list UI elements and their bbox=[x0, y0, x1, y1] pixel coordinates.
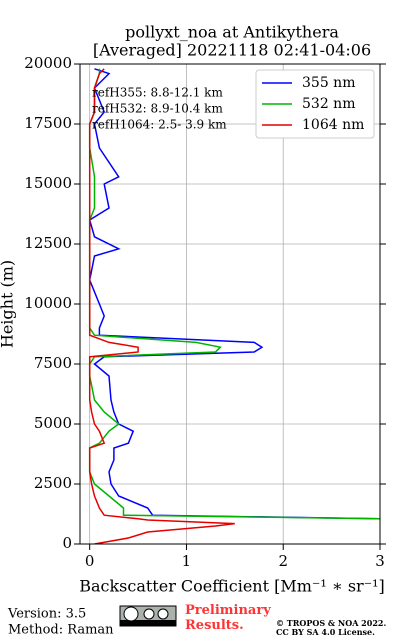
x-tick-label: 0 bbox=[85, 552, 95, 570]
legend-label: 355 nm bbox=[302, 75, 355, 91]
y-tick-label: 5000 bbox=[34, 414, 72, 432]
profile-line bbox=[88, 68, 235, 544]
y-tick-label: 20000 bbox=[24, 54, 72, 72]
version: Version: 3.5 bbox=[7, 607, 86, 622]
chart-title: pollyxt_noa at Antikythera bbox=[125, 23, 339, 42]
y-axis-label: Height (m) bbox=[0, 260, 17, 348]
annotation: refH1064: 2.5- 3.9 km bbox=[92, 118, 227, 132]
x-tick-label: 3 bbox=[375, 552, 385, 570]
y-tick-label: 15000 bbox=[24, 174, 72, 192]
y-tick-label: 0 bbox=[62, 534, 72, 552]
license-badge bbox=[119, 605, 177, 627]
status: Preliminary Results. bbox=[185, 603, 271, 633]
y-tick-label: 2500 bbox=[34, 474, 72, 492]
legend-label: 1064 nm bbox=[302, 117, 364, 133]
x-axis-label: Backscatter Coefficient [Mm⁻¹ ∗ sr⁻¹] bbox=[79, 577, 385, 596]
annotation: refH532: 8.9-10.4 km bbox=[92, 102, 223, 116]
profile-line bbox=[88, 68, 380, 520]
method: Method: Raman bbox=[8, 623, 114, 638]
license: CC BY SA 4.0 License. bbox=[276, 627, 375, 637]
legend-frame bbox=[255, 69, 375, 139]
x-tick-label: 2 bbox=[278, 552, 288, 570]
copyright: © TROPOS & NOA 2022. bbox=[276, 618, 386, 628]
legend-label: 532 nm bbox=[302, 96, 355, 112]
y-tick-label: 10000 bbox=[24, 294, 72, 312]
plot-frame bbox=[79, 63, 381, 545]
plot-lines bbox=[88, 68, 380, 544]
y-tick-label: 7500 bbox=[34, 354, 72, 372]
y-tick-label: 17500 bbox=[24, 114, 72, 132]
chart-subtitle: [Averaged] 20221118 02:41-04:06 bbox=[93, 41, 371, 60]
x-tick-label: 1 bbox=[182, 552, 192, 570]
annotation: refH355: 8.8-12.1 km bbox=[92, 86, 223, 100]
y-tick-label: 12500 bbox=[24, 234, 72, 252]
